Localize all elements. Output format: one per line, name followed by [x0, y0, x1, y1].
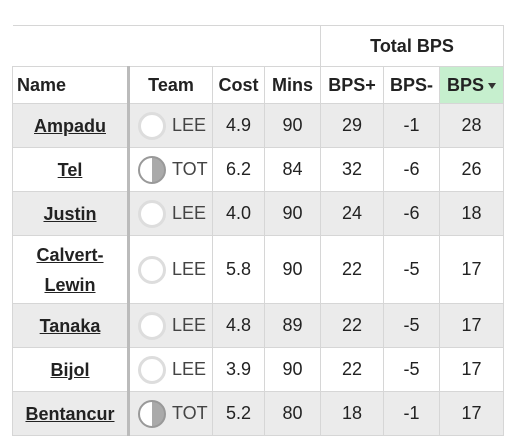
- team-code: LEE: [172, 314, 207, 335]
- stat-cell: 4.8: [212, 303, 265, 348]
- name-cell: Tanaka: [12, 303, 130, 348]
- team-cell: LEE: [128, 191, 213, 236]
- column-header[interactable]: Mins: [264, 66, 321, 104]
- stat-cell: 90: [264, 191, 321, 236]
- team-icon: [138, 199, 166, 228]
- stat-cell: 22: [320, 347, 384, 392]
- stat-cell: 22: [320, 303, 384, 348]
- stat-cell: 17: [439, 235, 504, 304]
- stat-cell: 22: [320, 235, 384, 304]
- stat-cell: 90: [264, 347, 321, 392]
- team-code: TOT: [172, 402, 208, 423]
- table-row: Justin LEE 4.0 90 24 -6 18: [12, 191, 504, 236]
- name-cell: Bijol: [12, 347, 130, 392]
- stat-cell: 89: [264, 303, 321, 348]
- team-cell: LEE: [128, 303, 213, 348]
- stat-cell: 4.9: [212, 103, 265, 148]
- player-link[interactable]: Bijol: [50, 359, 90, 380]
- header-spacer: [12, 25, 321, 67]
- player-link[interactable]: Tanaka: [39, 315, 101, 336]
- stat-cell: 4.0: [212, 191, 265, 236]
- sorted-column-header[interactable]: BPS: [439, 66, 504, 104]
- table-row: Ampadu LEE 4.9 90 29 -1 28: [12, 103, 504, 148]
- bps-table: Total BPS Name Team Cost Mins BPS+ BPS- …: [12, 25, 504, 436]
- name-cell: Calvert-Lewin: [12, 235, 130, 304]
- column-header[interactable]: Cost: [212, 66, 265, 104]
- stat-cell: -6: [383, 191, 440, 236]
- team-icon: [138, 155, 166, 184]
- stat-cell: 6.2: [212, 147, 265, 192]
- stat-cell: 3.9: [212, 347, 265, 392]
- stat-cell: 5.8: [212, 235, 265, 304]
- table-row: Tanaka LEE 4.8 89 22 -5 17: [12, 303, 504, 348]
- player-link[interactable]: Justin: [43, 203, 97, 224]
- stat-cell: 28: [439, 103, 504, 148]
- name-cell: Tel: [12, 147, 130, 192]
- stat-cell: -1: [383, 103, 440, 148]
- name-cell: Ampadu: [12, 103, 130, 148]
- team-code: LEE: [172, 114, 207, 135]
- stat-cell: 18: [320, 391, 384, 436]
- column-header[interactable]: BPS-: [383, 66, 440, 104]
- stat-cell: 5.2: [212, 391, 265, 436]
- stat-cell: -1: [383, 391, 440, 436]
- team-cell: LEE: [128, 235, 213, 304]
- stat-cell: 26: [439, 147, 504, 192]
- stat-cell: -5: [383, 235, 440, 304]
- header-text: BPS: [446, 74, 484, 95]
- stat-cell: 80: [264, 391, 321, 436]
- team-cell: TOT: [128, 147, 213, 192]
- table-row: Tel TOT 6.2 84 32 -6 26: [12, 147, 504, 192]
- team-icon: [138, 255, 166, 284]
- stat-cell: 17: [439, 303, 504, 348]
- team-icon: [138, 355, 166, 384]
- table-row: Bentancur TOT 5.2 80 18 -1 17: [12, 391, 504, 436]
- team-cell: TOT: [128, 391, 213, 436]
- sort-icon: [488, 82, 496, 89]
- stat-cell: -5: [383, 303, 440, 348]
- column-header[interactable]: BPS+: [320, 66, 384, 104]
- table-row: Bijol LEE 3.9 90 22 -5 17: [12, 347, 504, 392]
- stat-cell: 17: [439, 391, 504, 436]
- stat-cell: 24: [320, 191, 384, 236]
- group-header: Total BPS: [320, 25, 504, 67]
- player-link[interactable]: Tel: [57, 159, 83, 180]
- name-cell: Bentancur: [12, 391, 130, 436]
- stat-cell: 32: [320, 147, 384, 192]
- team-code: LEE: [172, 358, 207, 379]
- table-body: Ampadu LEE 4.9 90 29 -1 28 Tel TOT 6.2 84 32 -6 26 Jus…: [12, 103, 504, 436]
- team-code: LEE: [172, 258, 207, 279]
- stat-cell: 29: [320, 103, 384, 148]
- player-link[interactable]: Ampadu: [34, 115, 106, 136]
- team-icon: [138, 399, 166, 428]
- stat-cell: 84: [264, 147, 321, 192]
- player-link[interactable]: Bentancur: [25, 403, 115, 424]
- team-code: TOT: [172, 158, 208, 179]
- column-header[interactable]: Name: [12, 66, 130, 104]
- team-icon: [138, 311, 166, 340]
- column-header[interactable]: Team: [128, 66, 213, 104]
- team-cell: LEE: [128, 103, 213, 148]
- team-code: LEE: [172, 202, 207, 223]
- stat-cell: 18: [439, 191, 504, 236]
- table-row: Calvert-Lewin LEE 5.8 90 22 -5 17: [12, 235, 504, 304]
- stat-cell: -6: [383, 147, 440, 192]
- team-cell: LEE: [128, 347, 213, 392]
- stat-cell: 90: [264, 103, 321, 148]
- player-link[interactable]: Calvert-Lewin: [36, 244, 104, 295]
- team-icon: [138, 111, 166, 140]
- stat-cell: 17: [439, 347, 504, 392]
- stat-cell: 90: [264, 235, 321, 304]
- stat-cell: -5: [383, 347, 440, 392]
- name-cell: Justin: [12, 191, 130, 236]
